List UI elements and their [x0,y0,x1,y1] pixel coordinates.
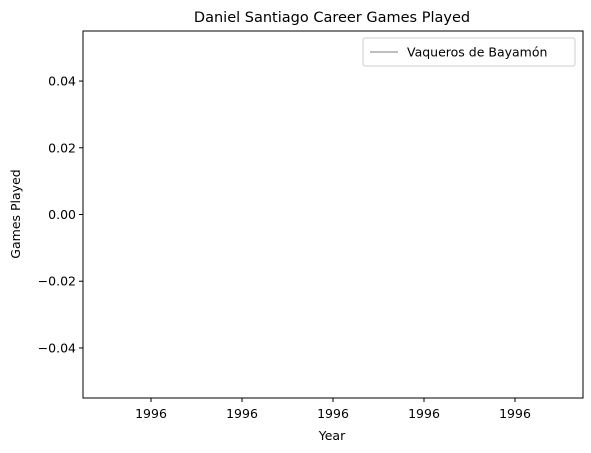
x-tick-label: 1996 [499,406,531,421]
y-tick-label: −0.02 [38,274,76,289]
y-axis-ticks: 0.04 0.02 0.00 −0.02 −0.04 [38,74,83,355]
y-axis-label: Games Played [8,169,23,258]
y-tick-label: 0.04 [48,74,76,89]
x-axis-label: Year [318,428,346,443]
y-tick-label: −0.04 [38,340,76,355]
chart-title: Daniel Santiago Career Games Played [194,10,470,26]
x-tick-label: 1996 [135,406,167,421]
plot-area [82,30,584,399]
y-tick-label: 0.02 [48,140,76,155]
x-tick-label: 1996 [408,406,440,421]
x-tick-label: 1996 [226,406,258,421]
y-tick-label: 0.00 [48,207,76,222]
legend: Vaqueros de Bayamón [362,37,576,67]
legend-label: Vaqueros de Bayamón [407,45,547,60]
legend-box [362,37,576,67]
x-axis-ticks: 1996 1996 1996 1996 1996 [135,398,531,421]
x-tick-label: 1996 [317,406,349,421]
